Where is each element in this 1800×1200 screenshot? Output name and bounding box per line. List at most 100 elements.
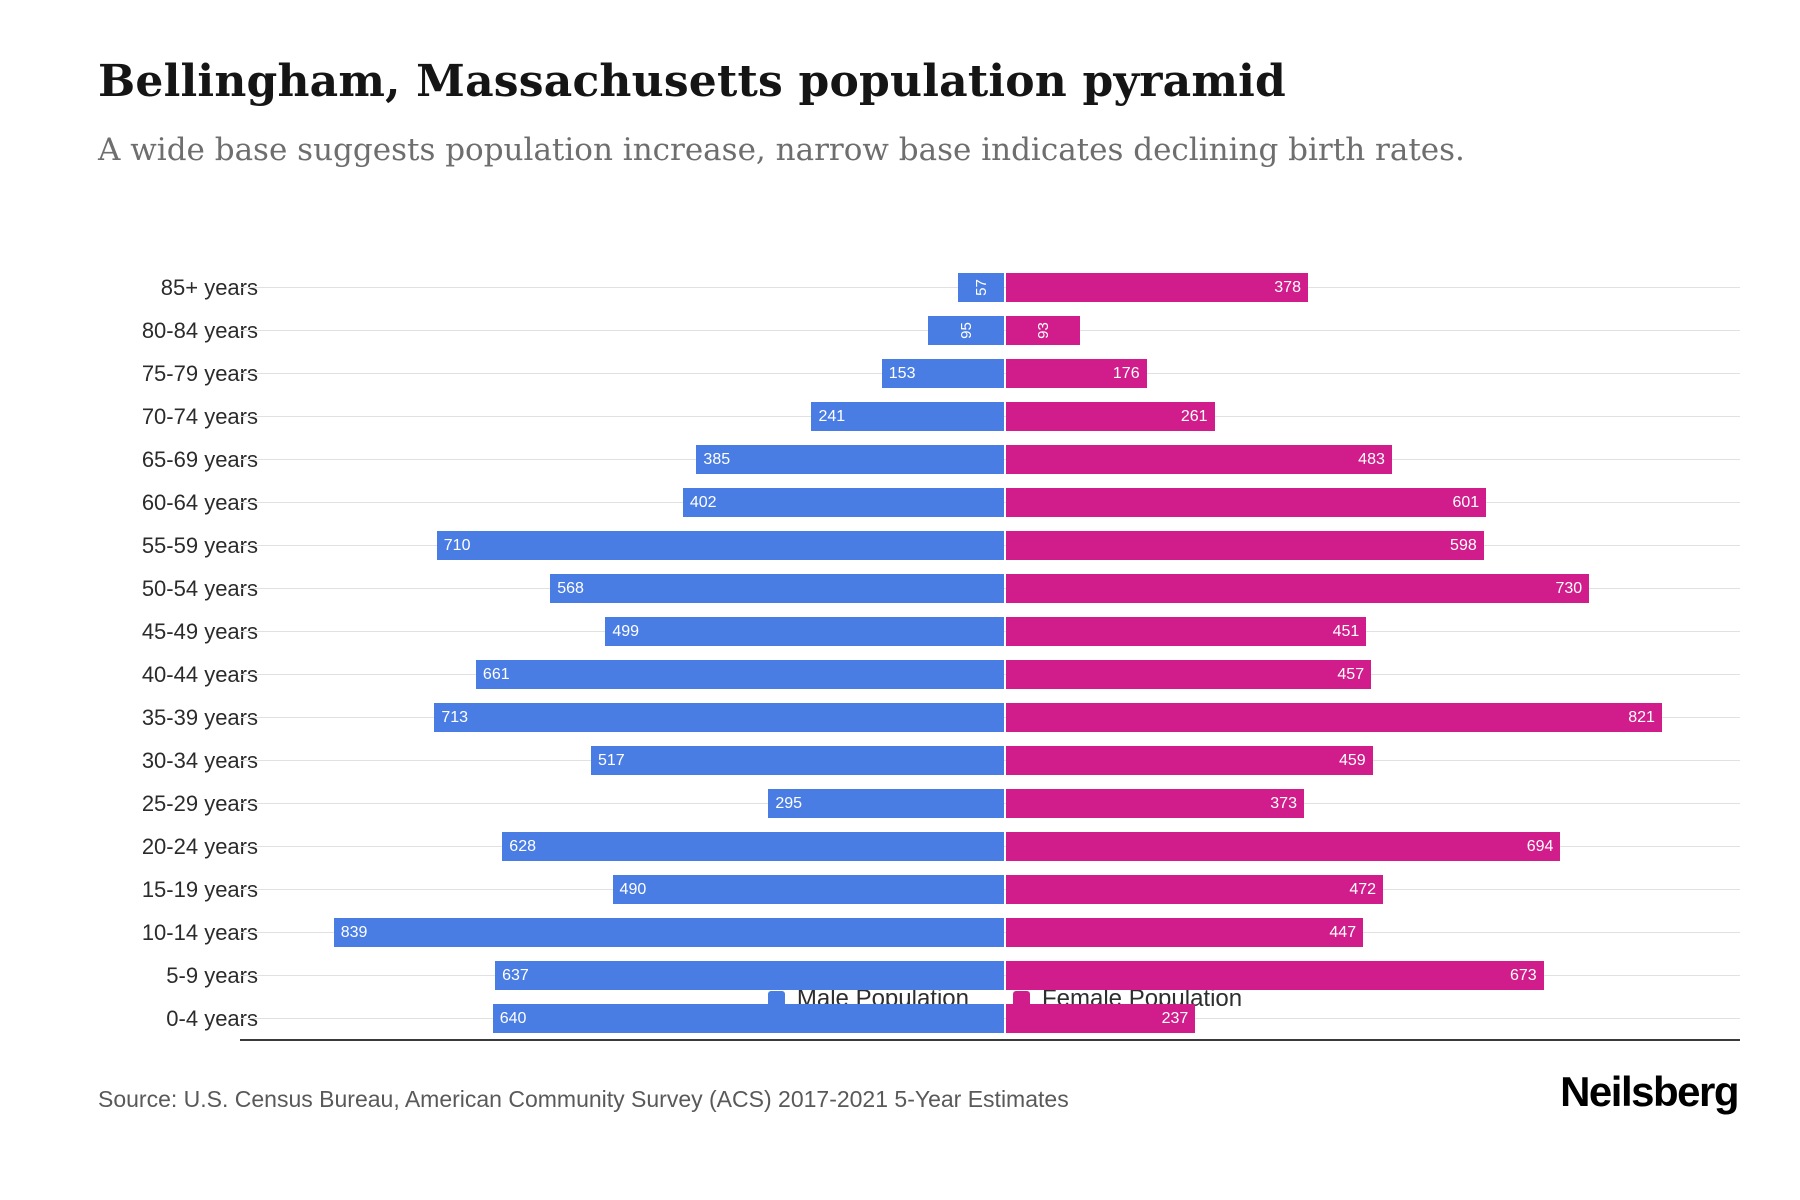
female-track: 373 [1005,782,1740,825]
female-value-label: 459 [1338,751,1366,769]
male-bar: 241 [811,402,1004,431]
male-bar: 57 [958,273,1004,302]
female-bar: 601 [1006,488,1487,517]
male-bar: 713 [434,703,1004,732]
male-track: 640 [270,997,1005,1040]
female-bar: 483 [1006,445,1392,474]
pyramid-row: 55-59 years 710 598 [100,524,1740,567]
female-bar: 598 [1006,531,1484,560]
female-bar: 261 [1006,402,1215,431]
male-bar: 640 [492,1004,1004,1033]
pyramid-row: 65-69 years 385 483 [100,438,1740,481]
male-bar: 490 [612,875,1004,904]
male-value-label: 568 [557,579,584,597]
male-track: 710 [270,524,1005,567]
female-bar: 378 [1006,273,1308,302]
female-bar: 237 [1006,1004,1196,1033]
female-track: 261 [1005,395,1740,438]
female-track: 378 [1005,266,1740,309]
male-value-label: 402 [689,493,717,511]
female-legend-swatch [1013,990,1030,1008]
pyramid-row: 30-34 years 517 459 [100,739,1740,782]
female-track: 451 [1005,610,1740,653]
male-value-label: 57 [972,279,990,296]
pyramid-row: 35-39 years 713 821 [100,696,1740,739]
age-group-label: 40-44 years [141,662,258,687]
female-bar: 451 [1006,617,1367,646]
female-value-label: 447 [1329,923,1357,941]
male-track: 661 [270,653,1005,696]
age-group-label: 65-69 years [141,447,258,472]
age-group-label: 80-84 years [141,318,258,343]
pyramid-row: 60-64 years 402 601 [100,481,1740,524]
female-value-label: 601 [1452,493,1480,511]
pyramid-row: 80-84 years 95 93 [100,309,1740,352]
pyramid-row: 10-14 years 839 447 [100,911,1740,954]
male-value-label: 490 [619,880,647,898]
source-attribution: Source: U.S. Census Bureau, American Com… [98,1086,1069,1112]
female-bar: 459 [1006,746,1373,775]
chart-title: Bellingham, Massachusetts population pyr… [98,56,1286,107]
male-bar: 839 [333,918,1004,947]
age-group-label: 85+ years [160,275,258,300]
female-track: 483 [1005,438,1740,481]
male-value-label: 710 [443,536,471,554]
neilsberg-logo: Neilsberg [1560,1068,1739,1115]
male-value-label: 637 [502,966,529,984]
pyramid-row: 25-29 years 295 373 [100,782,1740,825]
male-track: 499 [270,610,1005,653]
female-value-label: 821 [1628,708,1655,726]
male-track: 517 [270,739,1005,782]
male-bar: 295 [768,789,1004,818]
male-track: 839 [270,911,1005,954]
male-value-label: 839 [340,923,368,941]
female-value-label: 457 [1337,665,1365,683]
pyramid-row: 20-24 years 628 694 [100,825,1740,868]
age-group-label: 70-74 years [141,404,258,429]
male-value-label: 95 [957,322,975,339]
age-group-label: 60-64 years [141,490,258,515]
female-value-label: 483 [1358,450,1385,468]
male-track: 402 [270,481,1005,524]
male-track: 95 [270,309,1005,352]
male-value-label: 385 [703,450,731,468]
male-value-label: 295 [775,794,803,812]
male-bar: 95 [928,316,1004,345]
male-track: 295 [270,782,1005,825]
female-value-label: 373 [1270,794,1297,812]
pyramid-row: 0-4 years 640 237 [100,997,1740,1040]
male-track: 628 [270,825,1005,868]
female-bar: 821 [1006,703,1662,732]
female-value-label: 694 [1526,837,1554,855]
female-value-label: 472 [1349,880,1377,898]
pyramid-rows: 85+ years 57 378 80-84 years 95 93 75-79 years… [100,266,1740,1040]
male-value-label: 661 [482,665,510,683]
male-bar: 568 [550,574,1004,603]
age-group-label: 35-39 years [141,705,258,730]
male-bar: 637 [495,961,1004,990]
x-axis-line [240,1039,1740,1041]
male-value-label: 713 [441,708,469,726]
male-track: 241 [270,395,1005,438]
female-bar: 457 [1006,660,1372,689]
pyramid-row: 45-49 years 499 451 [100,610,1740,653]
female-track: 447 [1005,911,1740,954]
age-group-label: 55-59 years [141,533,258,558]
pyramid-row: 50-54 years 568 730 [100,567,1740,610]
female-track: 694 [1005,825,1740,868]
female-track: 598 [1005,524,1740,567]
age-group-label: 10-14 years [141,920,258,945]
female-bar: 176 [1006,359,1147,388]
female-value-label: 237 [1161,1009,1189,1027]
female-track: 176 [1005,352,1740,395]
age-group-label: 30-34 years [141,748,258,773]
male-bar: 628 [502,832,1004,861]
male-bar: 385 [696,445,1004,474]
pyramid-row: 85+ years 57 378 [100,266,1740,309]
pyramid-row: 70-74 years 241 261 [100,395,1740,438]
female-value-label: 176 [1112,364,1140,382]
female-track: 601 [1005,481,1740,524]
male-bar: 710 [436,531,1004,560]
age-group-label: 25-29 years [141,791,258,816]
age-group-label: 5-9 years [166,963,258,988]
